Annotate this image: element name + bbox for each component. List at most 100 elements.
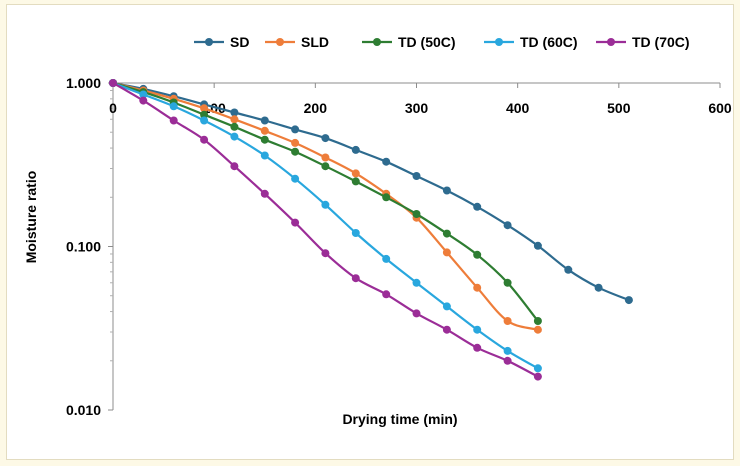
data-point bbox=[533, 317, 542, 325]
data-point bbox=[382, 193, 391, 202]
data-point bbox=[533, 325, 542, 334]
chart-frame bbox=[6, 4, 734, 460]
data-point bbox=[321, 162, 330, 171]
data-point bbox=[442, 248, 451, 257]
data-point bbox=[321, 153, 330, 162]
legend-marker bbox=[495, 38, 503, 46]
data-point bbox=[351, 169, 360, 178]
data-point bbox=[321, 200, 330, 209]
legend-marker bbox=[205, 38, 213, 46]
data-point bbox=[412, 278, 421, 287]
data-point bbox=[321, 249, 330, 258]
data-point bbox=[139, 96, 148, 105]
data-point bbox=[351, 274, 360, 283]
data-point bbox=[230, 132, 239, 141]
x-axis-title: Drying time (min) bbox=[342, 411, 457, 427]
y-tick-label: 0.010 bbox=[66, 402, 101, 418]
series-line bbox=[112, 81, 630, 302]
data-point bbox=[503, 317, 512, 325]
data-point bbox=[442, 325, 451, 334]
data-point bbox=[503, 221, 512, 230]
legend-label: TD (50C) bbox=[398, 34, 456, 50]
legend-marker bbox=[607, 38, 615, 46]
x-tick-label: 500 bbox=[607, 100, 631, 116]
data-point bbox=[200, 116, 209, 125]
data-point bbox=[412, 309, 421, 318]
data-point bbox=[139, 90, 148, 99]
data-point bbox=[109, 79, 117, 87]
data-point bbox=[412, 210, 421, 218]
series-line bbox=[112, 81, 539, 370]
data-point bbox=[321, 134, 330, 143]
x-tick-label: 300 bbox=[405, 100, 429, 116]
data-point bbox=[291, 174, 300, 183]
legend-item-3: TD (50C) bbox=[362, 34, 456, 50]
data-point bbox=[594, 283, 603, 292]
data-point bbox=[473, 250, 482, 259]
series-3 bbox=[109, 79, 542, 325]
data-point bbox=[200, 135, 209, 144]
data-point bbox=[442, 302, 451, 311]
data-point bbox=[230, 122, 239, 131]
data-point bbox=[382, 254, 391, 263]
data-point bbox=[503, 346, 512, 355]
legend-label: TD (70C) bbox=[632, 34, 690, 50]
data-point bbox=[291, 138, 300, 147]
data-point bbox=[260, 151, 269, 160]
x-tick-label: 0 bbox=[109, 100, 117, 116]
data-point bbox=[473, 343, 482, 352]
legend-item-2: SLD bbox=[265, 34, 329, 50]
data-point bbox=[200, 104, 209, 113]
data-point bbox=[412, 172, 421, 180]
data-point bbox=[260, 189, 269, 198]
data-point bbox=[503, 356, 512, 365]
data-point bbox=[169, 102, 178, 111]
data-point bbox=[473, 283, 482, 292]
legend-label: SLD bbox=[301, 34, 329, 50]
data-point bbox=[473, 202, 482, 211]
legend-label: SD bbox=[230, 34, 249, 50]
data-point bbox=[624, 296, 633, 305]
data-point bbox=[503, 278, 512, 287]
x-tick-label: 200 bbox=[304, 100, 328, 116]
data-point bbox=[442, 229, 451, 238]
legend-label: TD (60C) bbox=[520, 34, 578, 50]
x-tick-label: 400 bbox=[506, 100, 530, 116]
legend-item-4: TD (60C) bbox=[484, 34, 578, 50]
series-5 bbox=[109, 79, 542, 381]
legend-item-1: SD bbox=[194, 34, 249, 50]
data-point bbox=[291, 218, 300, 227]
series-layer bbox=[109, 79, 633, 381]
legend-item-5: TD (70C) bbox=[596, 34, 690, 50]
data-point bbox=[442, 186, 451, 195]
data-point bbox=[382, 157, 391, 166]
data-point bbox=[473, 325, 482, 334]
data-point bbox=[230, 115, 239, 124]
data-point bbox=[351, 145, 360, 154]
data-point bbox=[533, 241, 542, 250]
data-point bbox=[169, 116, 178, 125]
data-point bbox=[533, 372, 542, 381]
series-line bbox=[112, 82, 539, 378]
data-point bbox=[382, 290, 391, 299]
legend: SD SLD TD (50C) TD (60C) TD (70C) bbox=[194, 34, 690, 50]
y-tick-label: 1.000 bbox=[66, 75, 101, 91]
data-point bbox=[351, 177, 360, 186]
data-point bbox=[291, 125, 300, 134]
data-point bbox=[230, 108, 239, 117]
data-point bbox=[291, 147, 300, 156]
data-point bbox=[200, 110, 209, 119]
y-tick-label: 0.100 bbox=[66, 239, 101, 255]
y-axis-title: Moisture ratio bbox=[23, 171, 39, 264]
legend-marker bbox=[373, 38, 381, 46]
data-point bbox=[260, 116, 269, 125]
data-point bbox=[533, 364, 542, 373]
data-point bbox=[260, 126, 269, 135]
x-tick-label: 600 bbox=[708, 100, 732, 116]
legend-marker bbox=[276, 38, 284, 46]
data-point bbox=[564, 265, 573, 274]
data-point bbox=[351, 229, 360, 237]
data-point bbox=[260, 135, 269, 144]
